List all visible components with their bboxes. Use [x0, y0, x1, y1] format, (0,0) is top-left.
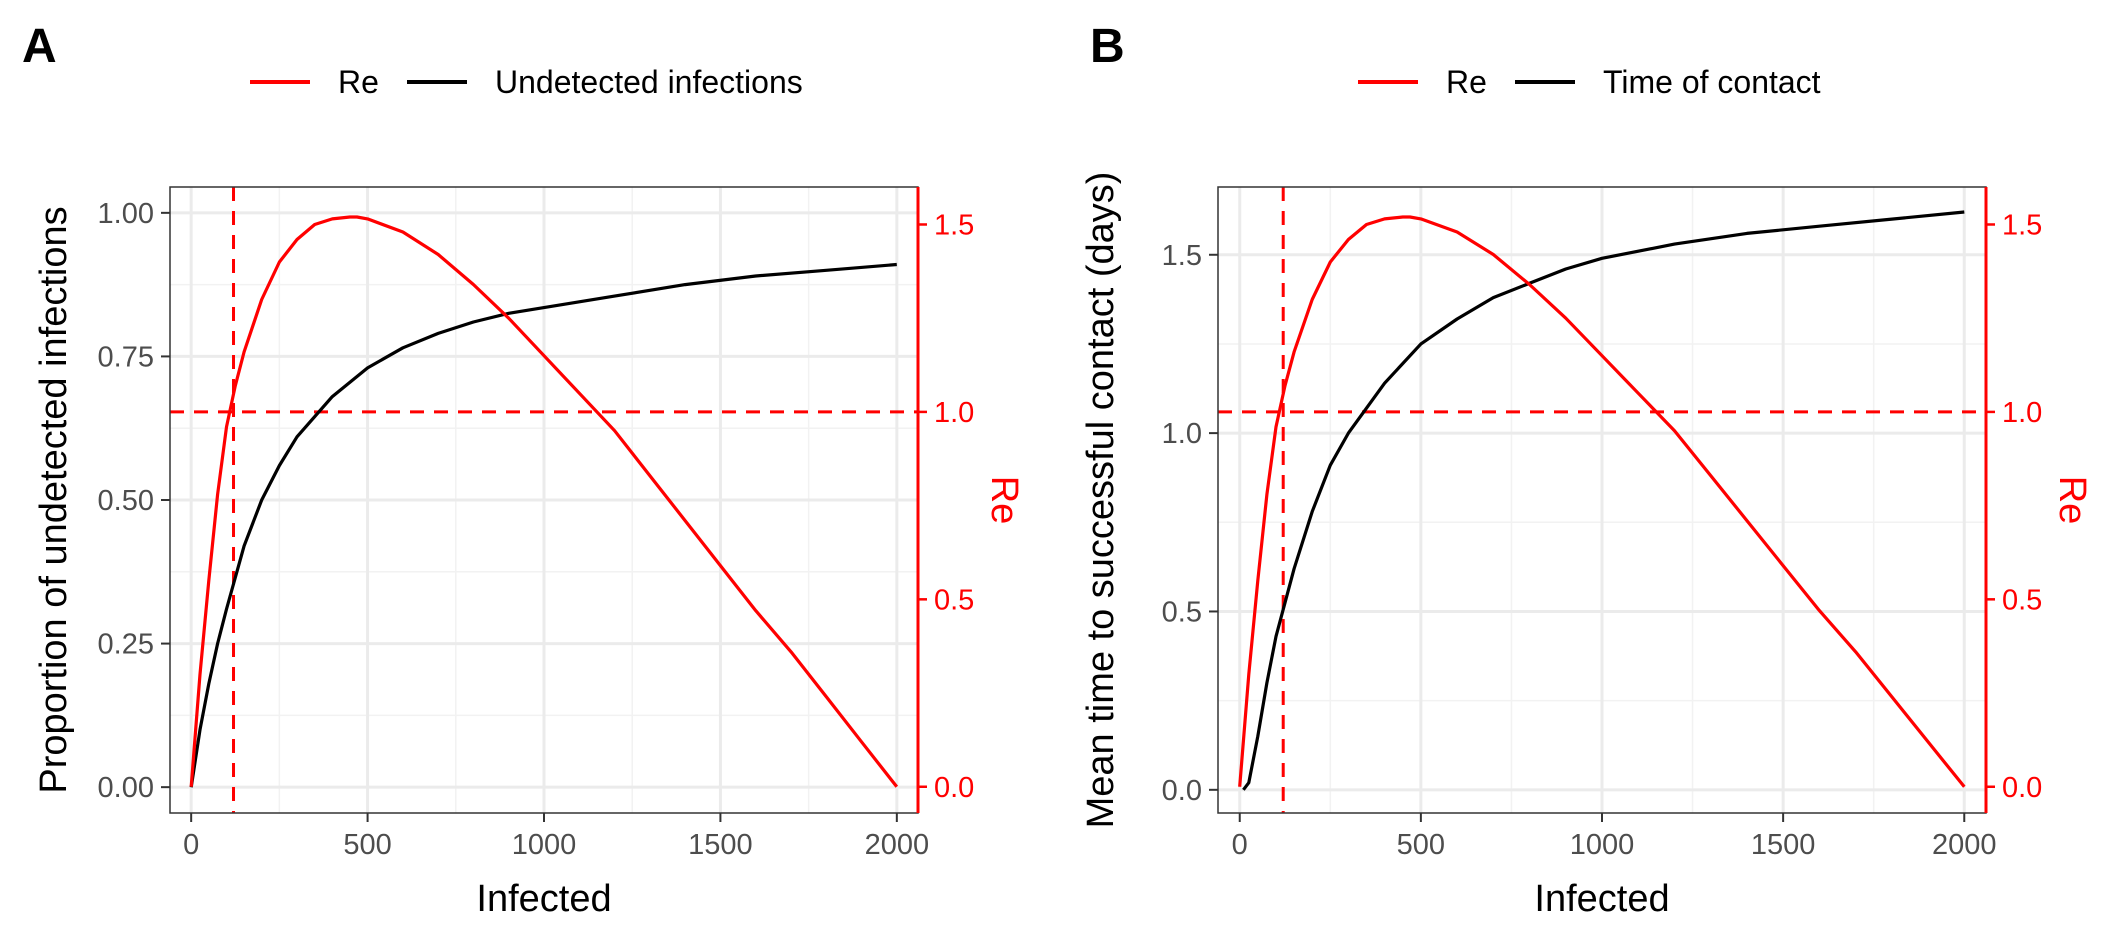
series-line-re — [1238, 215, 1966, 788]
x-tick-label: 2000 — [1932, 829, 1997, 861]
series-line-re — [189, 215, 899, 788]
y2-tick-label: 0.5 — [2002, 584, 2042, 616]
y-axis-title: Mean time to successful contact (days) — [1080, 172, 1122, 829]
y2-axis-title: Re — [2051, 476, 2093, 525]
y-tick-label: 0.5 — [1162, 596, 1202, 628]
y2-tick-label: 0.0 — [2002, 772, 2042, 804]
x-tick-label: 2000 — [865, 829, 930, 861]
y-tick-label: 0.50 — [98, 485, 154, 517]
y2-axis-title: Re — [983, 476, 1025, 525]
y2-tick-label: 1.0 — [2002, 397, 2042, 429]
x-axis-title: Infected — [1534, 878, 1669, 920]
legend-label-0: Re — [1446, 64, 1487, 100]
x-tick-label: 500 — [1397, 829, 1445, 861]
legend-label-1: Time of contact — [1603, 64, 1821, 100]
x-tick-label: 1500 — [688, 829, 753, 861]
y2-tick-label: 1.5 — [2002, 209, 2042, 241]
y-tick-label: 0.00 — [98, 772, 154, 804]
y2-tick-label: 1.5 — [934, 209, 974, 241]
legend-label-0: Re — [338, 64, 379, 100]
y-tick-label: 1.5 — [1162, 240, 1202, 272]
y-tick-label: 0.0 — [1162, 775, 1202, 807]
chart-panel-a: A Re Undetected infections 0 500 1000 1500 2000… — [22, 20, 1025, 920]
x-tick-label: 1000 — [512, 829, 577, 861]
y-tick-label: 1.00 — [98, 198, 154, 230]
x-tick-label: 1500 — [1751, 829, 1816, 861]
panel-letter: B — [1090, 20, 1125, 73]
y2-tick-label: 0.5 — [934, 584, 974, 616]
y-tick-label: 0.75 — [98, 341, 154, 373]
y-axis-title: Proportion of undetected infections — [33, 206, 75, 793]
x-tick-label: 500 — [343, 829, 391, 861]
series-line-left — [189, 262, 897, 788]
x-tick-label: 1000 — [1570, 829, 1635, 861]
y-tick-label: 1.0 — [1162, 418, 1202, 450]
panel-letter: A — [22, 20, 57, 73]
y-tick-label: 0.25 — [98, 629, 154, 661]
x-tick-label: 0 — [1232, 829, 1248, 861]
x-axis-title: Infected — [476, 878, 611, 920]
legend-label-1: Undetected infections — [495, 64, 803, 100]
series-line-left — [1242, 210, 1965, 791]
y2-tick-label: 0.0 — [934, 772, 974, 804]
y2-tick-label: 1.0 — [934, 397, 974, 429]
x-tick-label: 0 — [183, 829, 199, 861]
